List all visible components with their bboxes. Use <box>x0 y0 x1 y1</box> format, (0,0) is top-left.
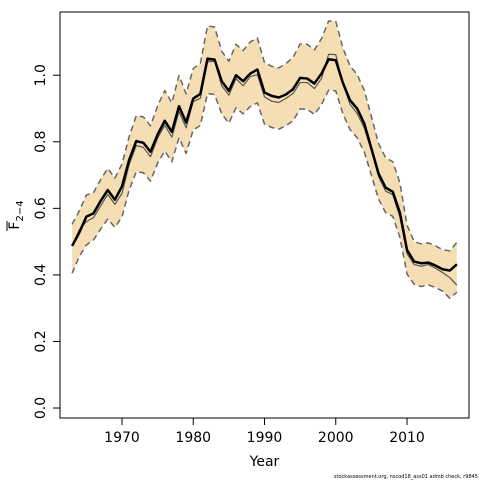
confidence-band <box>72 20 457 299</box>
lower-bound-line-path <box>71 89 458 299</box>
series-line-layer <box>71 20 458 299</box>
confidence-band-layer <box>72 20 457 299</box>
x-tick-label: 1980 <box>175 430 211 446</box>
y-tick-label: 0.4 <box>33 264 49 286</box>
y-tick-label: 0.8 <box>33 131 49 153</box>
y-tick-label: 0.6 <box>33 197 49 219</box>
upper-bound-line <box>71 20 458 252</box>
x-tick-label: 2000 <box>318 430 354 446</box>
lower-bound-line <box>71 89 458 299</box>
x-tick-label: 1990 <box>247 430 283 446</box>
x-axis-title: Year <box>249 454 280 470</box>
x-axis: 1970 1980 1990 2000 2010 <box>104 418 425 446</box>
svg-text:F2−4: F2−4 <box>7 200 26 229</box>
x-tick-label: 2010 <box>389 430 425 446</box>
y-axis-title: F2−4 <box>6 200 26 231</box>
y-tick-label: 0.2 <box>33 330 49 352</box>
y-tick-label: 0.0 <box>33 397 49 419</box>
footnote: stockassessment.org, nscod18_ass01 admb … <box>334 474 478 480</box>
estimate-line <box>71 57 458 272</box>
upper-bound-line-path <box>71 20 458 252</box>
x-tick-label: 1970 <box>104 430 140 446</box>
y-tick-label: 1.0 <box>33 64 49 86</box>
y-axis-title-subscript: 2−4 <box>15 200 26 221</box>
y-axis-title-main: F <box>7 222 23 230</box>
y-axis: 0.0 0.2 0.4 0.6 0.8 1.0 <box>33 64 60 419</box>
estimate-line-path <box>71 57 458 272</box>
